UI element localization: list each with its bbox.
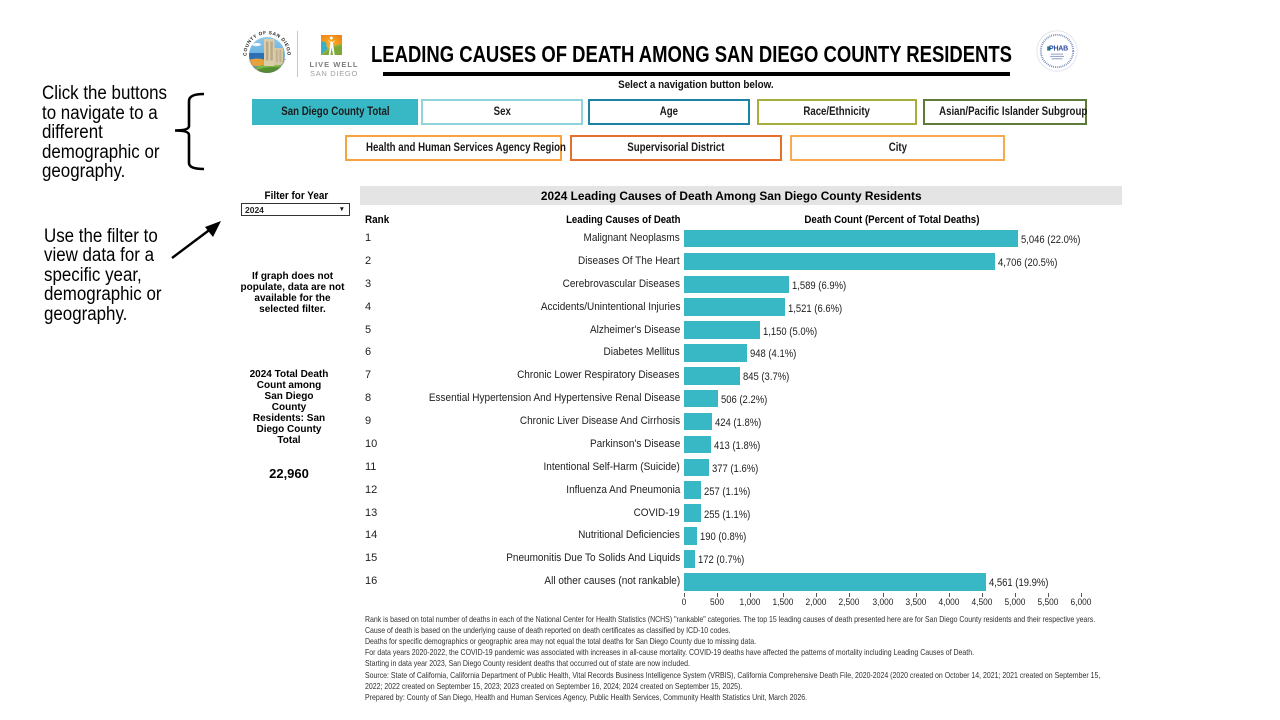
svg-text:PHAB: PHAB — [1049, 46, 1068, 53]
